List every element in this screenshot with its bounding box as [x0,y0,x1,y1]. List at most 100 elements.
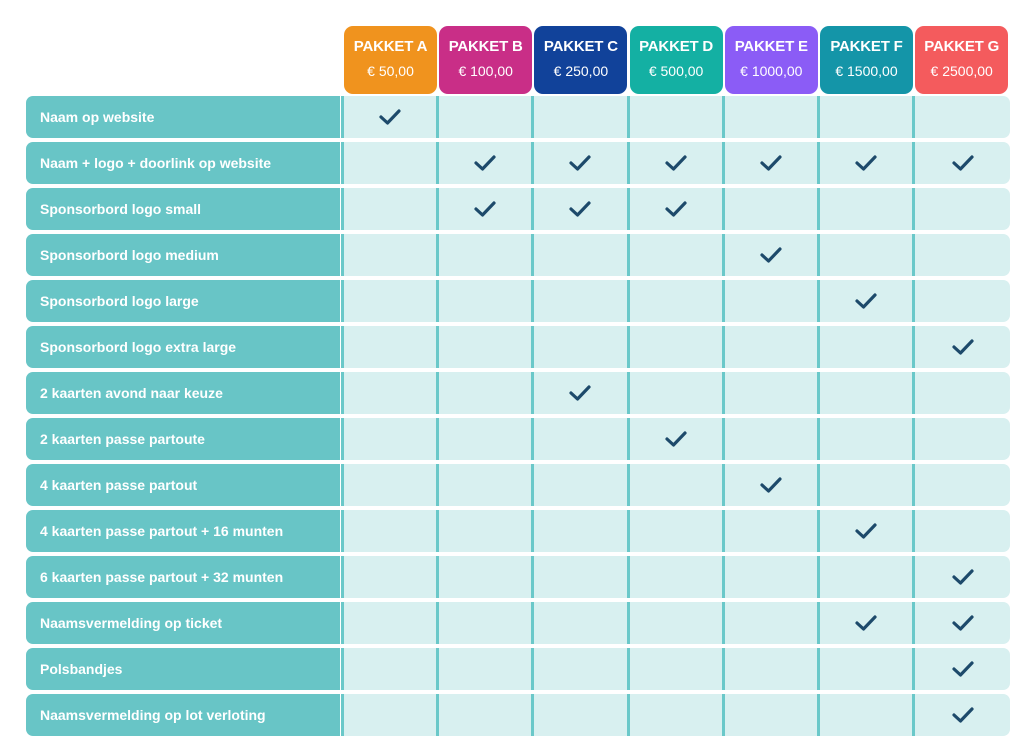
feature-label: Sponsorbord logo small [26,188,340,230]
package-price: € 1500,00 [835,63,898,79]
package-header-b: PAKKET B € 100,00 [439,26,533,94]
table-cell [721,694,817,736]
table-cell [817,694,913,736]
table-cell [912,602,1010,644]
table-cell [912,280,1010,322]
checkmark-icon [473,200,497,218]
table-cell [436,418,532,460]
package-name: PAKKET G [924,38,1000,55]
feature-label: Naam op website [26,96,340,138]
checkmark-icon [378,108,402,126]
table-cell [626,96,722,138]
table-cell [817,372,913,414]
table-cell [341,234,437,276]
table-row: 2 kaarten avond naar keuze [26,372,1010,414]
table-cell [721,464,817,506]
table-cell [531,418,627,460]
table-cell [817,602,913,644]
table-cell [817,96,913,138]
feature-label: Naam + logo + doorlink op website [26,142,340,184]
feature-label: Naamsvermelding op lot verloting [26,694,340,736]
table-cell [341,694,437,736]
checkmark-icon [951,614,975,632]
package-header-g: PAKKET G € 2500,00 [915,26,1009,94]
table-cell [531,372,627,414]
table-cell [531,96,627,138]
checkmark-icon [759,246,783,264]
table-cell [436,326,532,368]
table-cell [912,96,1010,138]
feature-label: Sponsorbord logo large [26,280,340,322]
table-cell [341,372,437,414]
table-cell [531,464,627,506]
checkmark-icon [951,154,975,172]
table-cell [817,418,913,460]
table-cell [817,234,913,276]
table-cell [341,556,437,598]
package-name: PAKKET C [543,38,618,55]
package-name: PAKKET D [639,38,714,55]
table-cell [817,142,913,184]
feature-label: Polsbandjes [26,648,340,690]
table-row: 2 kaarten passe partoute [26,418,1010,460]
table-cell [912,142,1010,184]
feature-label: 6 kaarten passe partout + 32 munten [26,556,340,598]
table-cell [721,142,817,184]
table-cell [531,694,627,736]
checkmark-icon [854,154,878,172]
table-cell [341,96,437,138]
table-row: Naamsvermelding op ticket [26,602,1010,644]
table-cell [436,96,532,138]
package-name: PAKKET B [448,38,523,55]
table-cell [721,372,817,414]
table-cell [626,188,722,230]
package-header-a: PAKKET A € 50,00 [344,26,437,94]
table-row: Sponsorbord logo extra large [26,326,1010,368]
package-price: € 50,00 [367,63,414,79]
table-cell [721,418,817,460]
table-cell [721,326,817,368]
table-cell [912,694,1010,736]
table-cell [912,418,1010,460]
table-cell [721,648,817,690]
feature-label: Sponsorbord logo extra large [26,326,340,368]
table-row: Naamsvermelding op lot verloting [26,694,1010,736]
table-cell [626,418,722,460]
table-cell [341,142,437,184]
table-cell [721,510,817,552]
table-cell [817,510,913,552]
feature-label: Sponsorbord logo medium [26,234,340,276]
checkmark-icon [759,476,783,494]
table-cell [341,602,437,644]
package-name: PAKKET A [353,38,428,55]
table-cell [817,556,913,598]
table-cell [721,602,817,644]
checkmark-icon [568,154,592,172]
table-row: 6 kaarten passe partout + 32 munten [26,556,1010,598]
table-cell [436,142,532,184]
table-row: Polsbandjes [26,648,1010,690]
feature-label: 2 kaarten passe partoute [26,418,340,460]
feature-label: 4 kaarten passe partout + 16 munten [26,510,340,552]
table-cell [436,372,532,414]
package-price: € 500,00 [648,63,704,79]
table-cell [436,234,532,276]
checkmark-icon [759,154,783,172]
table-cell [626,326,722,368]
checkmark-icon [854,292,878,310]
table-row: Naam op website [26,96,1010,138]
table-row: 4 kaarten passe partout + 16 munten [26,510,1010,552]
table-cell [341,418,437,460]
table-cell [626,694,722,736]
table-cell [912,510,1010,552]
table-cell [436,280,532,322]
table-cell [721,556,817,598]
table-cell [626,464,722,506]
table-cell [341,648,437,690]
table-cell [721,96,817,138]
checkmark-icon [568,200,592,218]
checkmark-icon [664,200,688,218]
feature-label: Naamsvermelding op ticket [26,602,340,644]
package-name: PAKKET F [830,38,903,55]
checkmark-icon [951,660,975,678]
